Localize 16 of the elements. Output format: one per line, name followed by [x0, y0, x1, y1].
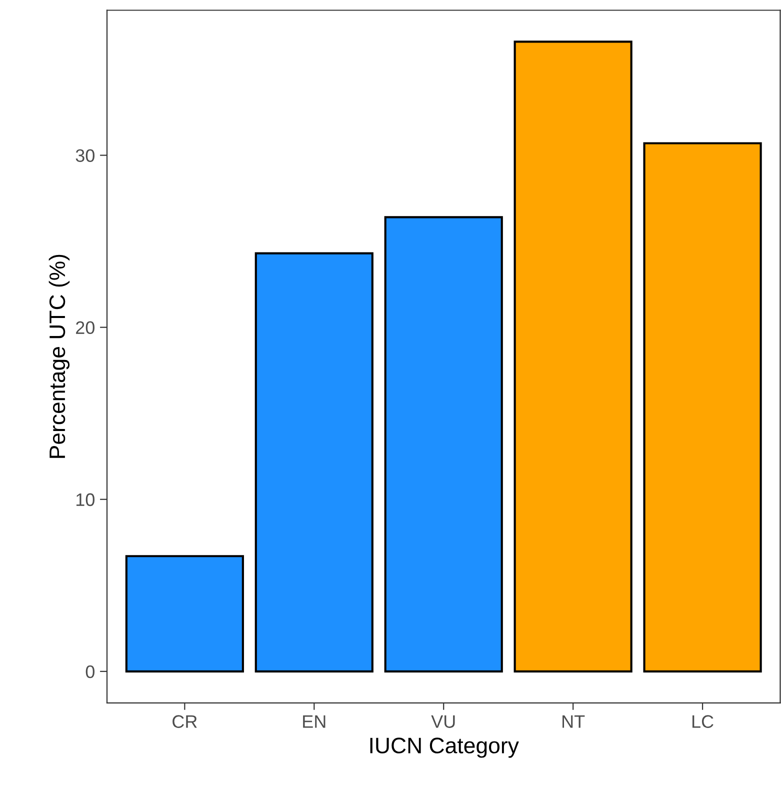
y-tick-label: 30 — [76, 149, 94, 162]
bar — [514, 40, 632, 672]
bar — [384, 216, 503, 672]
x-tick-label: CR — [172, 715, 197, 728]
y-tick-label: 10 — [76, 493, 94, 506]
bar — [643, 142, 762, 672]
y-axis-title: Percentage UTC (%) — [48, 254, 70, 458]
bar — [125, 555, 244, 672]
x-axis-title: IUCN Category — [370, 738, 519, 758]
bar — [254, 252, 374, 672]
x-tick-label: LC — [692, 715, 714, 728]
x-tick-label: VU — [431, 715, 455, 728]
x-tick-label: EN — [303, 715, 326, 728]
x-tick-label: NT — [562, 715, 585, 728]
y-tick-label: 0 — [86, 665, 94, 678]
y-tick-label: 20 — [76, 321, 94, 334]
